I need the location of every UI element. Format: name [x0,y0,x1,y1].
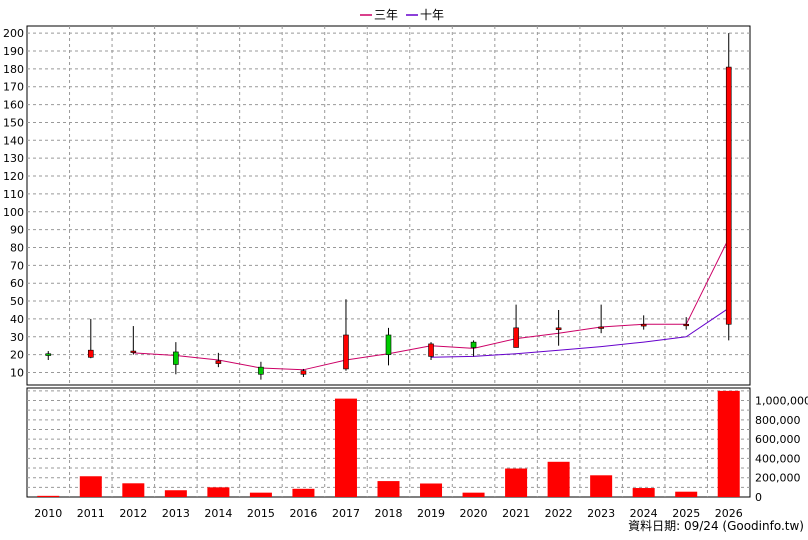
price-y-tick-label: 190 [3,45,24,58]
price-y-tick-label: 40 [10,313,24,326]
volume-bar [207,487,230,497]
x-tick-label: 2024 [630,507,658,520]
volume-y-tick-label: 1,000,000 [755,395,808,408]
x-tick-label: 2025 [672,507,700,520]
volume-y-tick-label: 200,000 [755,472,801,485]
volume-bar [590,475,613,497]
candle-body [258,366,264,375]
price-y-tick-label: 170 [3,81,24,94]
candle-body [343,334,349,370]
volume-bar [249,492,272,497]
volume-bar [717,390,740,497]
volume-bar [334,398,357,497]
price-y-tick-label: 100 [3,206,24,219]
data-date-footer: 資料日期: 09/24 (Goodinfo.tw) [628,519,804,533]
candle-body [173,351,179,365]
volume-bar [37,495,60,497]
x-tick-label: 2018 [375,507,403,520]
price-y-tick-label: 60 [10,277,24,290]
price-panel: 10 20 30 40 50 60 70 80 90 100 110 120 130 140 150 160 1… [3,25,751,386]
price-y-tick-label: 110 [3,188,24,201]
volume-bar [79,476,102,497]
price-y-tick-label: 150 [3,116,24,129]
volume-bar [462,492,485,497]
x-tick-label: 2019 [417,507,445,520]
price-y-tick-label: 200 [3,27,24,40]
candle-body [683,323,690,327]
volume-bar [675,491,698,497]
x-tick-label: 2020 [460,507,488,520]
x-tick-label: 2015 [247,507,275,520]
price-y-tick-label: 80 [10,241,24,254]
legend: 三年 十年 [360,8,444,22]
price-y-tick-label: 130 [3,152,24,165]
candle-body [300,370,307,375]
volume-plot-border [26,387,751,498]
candle-body [428,343,434,357]
candle-body [555,327,562,330]
x-tick-label: 2014 [204,507,232,520]
volume-bar [164,490,187,497]
candle-body [470,341,477,348]
candle-body [640,323,647,327]
price-plot-border [26,25,751,386]
price-y-tick-label: 90 [10,224,24,237]
price-y-tick-label: 180 [3,63,24,76]
candle-body [45,353,52,356]
candle-body [385,334,392,355]
ma-line-2 [430,307,729,358]
x-tick-label: 2022 [545,507,573,520]
price-y-tick-label: 10 [10,366,24,379]
x-tick-label: 2026 [715,507,743,520]
candle-body [513,327,519,348]
x-axis: 2010 2011 2012 2013 2014 2015 2016 2017 2018 2019… [34,507,742,520]
x-tick-label: 2013 [162,507,190,520]
volume-y-tick-label: 0 [755,491,762,504]
x-tick-label: 2012 [119,507,147,520]
x-tick-label: 2016 [289,507,317,520]
candle-body [87,349,94,358]
volume-bar [122,483,145,497]
volume-bar [292,488,315,497]
candle-body [598,326,604,329]
candle-body [215,360,222,364]
volume-y-tick-label: 800,000 [755,414,801,427]
price-y-tick-label: 140 [3,134,24,147]
volume-y-tick-label: 400,000 [755,452,801,465]
x-tick-label: 2021 [502,507,530,520]
x-tick-label: 2023 [587,507,615,520]
price-y-tick-label: 50 [10,295,24,308]
volume-bar [505,468,528,497]
x-tick-label: 2011 [77,507,105,520]
price-y-tick-label: 120 [3,170,24,183]
legend-label-2: 十年 [420,8,444,22]
price-y-tick-label: 70 [10,259,24,272]
volume-bar [420,483,443,497]
candle-body [130,350,137,353]
price-y-tick-label: 20 [10,349,24,362]
candle-body [725,66,732,325]
price-y-tick-label: 160 [3,99,24,112]
volume-bar [632,488,655,497]
volume-y-tick-label: 600,000 [755,433,801,446]
legend-label-1: 三年 [374,8,398,22]
x-tick-label: 2017 [332,507,360,520]
volume-bar [377,481,400,497]
volume-panel: 0 200,000 400,000 600,000 800,000 1,000,000 [26,387,808,504]
volume-bar [547,461,570,497]
price-y-tick-label: 30 [10,331,24,344]
x-tick-label: 2010 [34,507,62,520]
